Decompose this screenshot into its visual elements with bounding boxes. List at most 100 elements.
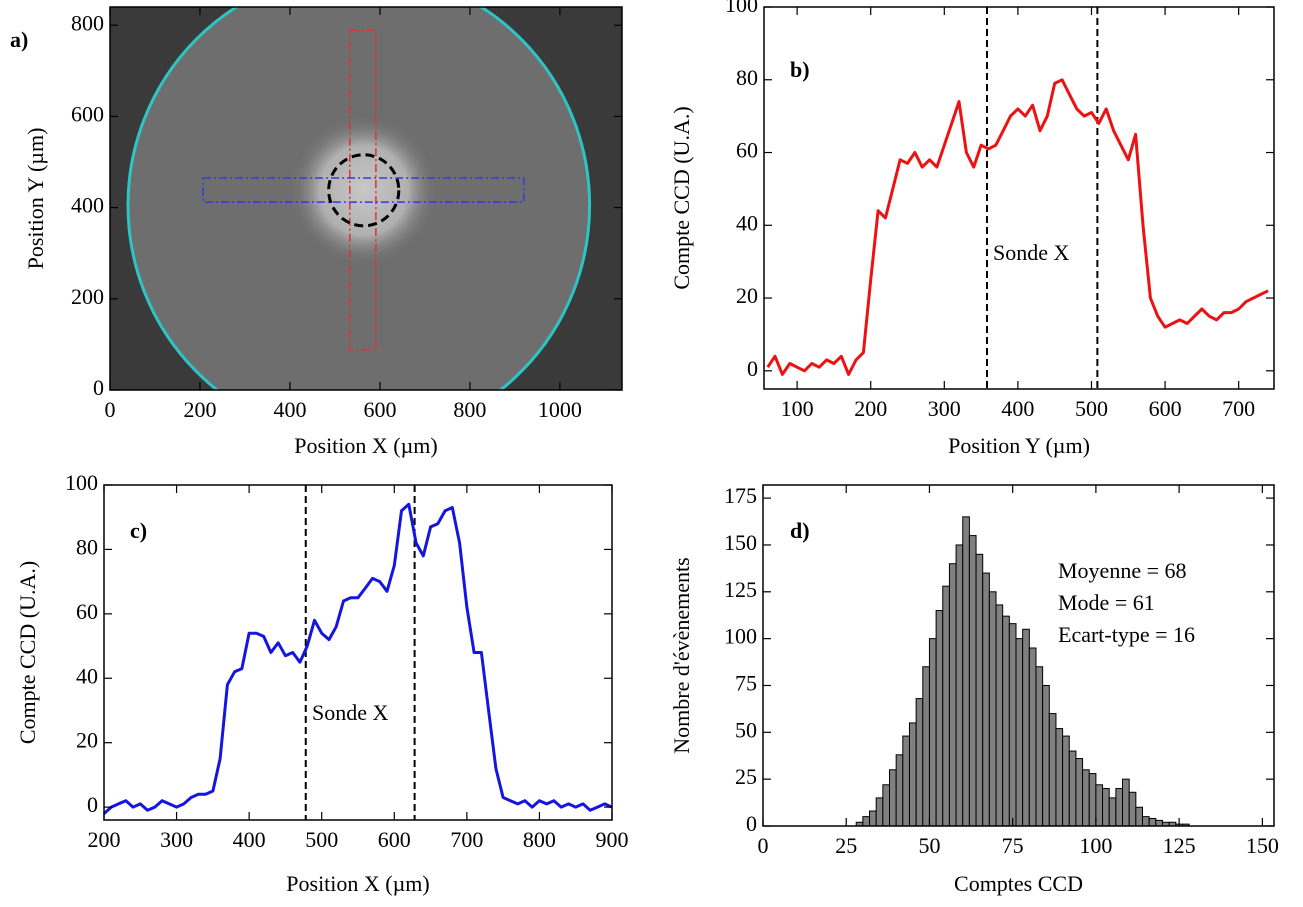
hist-bar <box>1022 628 1030 826</box>
y-tick-label: 400 <box>71 193 104 218</box>
hist-bar <box>962 516 970 826</box>
hist-bar <box>1055 728 1064 826</box>
y-tick-label: 20 <box>76 728 98 753</box>
y-tick-label: 100 <box>725 0 758 17</box>
hist-bar <box>882 784 891 826</box>
y-tick-label: 800 <box>71 10 104 35</box>
x-tick-label: 600 <box>1149 396 1182 421</box>
hist-bar <box>1142 816 1150 826</box>
hist-bar <box>955 544 964 826</box>
annotation: Moyenne = 68 <box>1058 558 1187 583</box>
hist-bar <box>1155 819 1163 826</box>
y-tick-label: 200 <box>71 284 104 309</box>
x-tick-label: 300 <box>928 396 961 421</box>
panel-label: a) <box>10 27 28 52</box>
y-tick-label: 600 <box>71 101 104 126</box>
panel-label: b) <box>790 57 810 82</box>
hist-bar <box>928 638 937 826</box>
profile-region <box>349 29 377 351</box>
profile-line <box>104 502 612 815</box>
hist-bar <box>1102 788 1110 826</box>
hist-bar <box>1035 666 1044 826</box>
y-tick-label: 100 <box>724 624 757 649</box>
y-tick-label: 40 <box>76 663 98 688</box>
y-tick-label: 40 <box>736 210 758 235</box>
y-tick-label: 60 <box>736 138 758 163</box>
hist-bar <box>1002 615 1010 826</box>
hist-bar <box>1115 788 1124 826</box>
hist-bar <box>1135 806 1144 826</box>
hist-bar <box>1028 647 1037 826</box>
hist-bar <box>975 553 984 826</box>
hist-bar <box>968 535 977 826</box>
hist-bar <box>1068 750 1077 826</box>
y-tick-label: 125 <box>724 577 757 602</box>
y-tick-label: 25 <box>735 764 757 789</box>
hist-bar <box>988 591 997 826</box>
x-tick-label: 125 <box>1163 833 1196 858</box>
profile-region <box>202 177 525 203</box>
y-axis-label: Compte CCD (U.A.) <box>669 106 694 289</box>
profile-line <box>766 78 1269 376</box>
hist-bar <box>1062 735 1070 826</box>
hist-bar <box>895 754 904 826</box>
y-tick-label: 80 <box>76 534 98 559</box>
y-tick-label: 100 <box>65 470 98 495</box>
x-tick-label: 300 <box>160 827 193 852</box>
plot-area <box>110 7 622 390</box>
hist-bar <box>1181 823 1190 826</box>
plot-area <box>855 516 1190 826</box>
hist-bar <box>862 816 871 826</box>
x-tick-label: 200 <box>183 397 216 422</box>
y-tick-label: 80 <box>736 65 758 90</box>
panel-label: d) <box>790 518 810 543</box>
panel-label: c) <box>130 518 147 543</box>
hist-bar <box>1088 773 1097 826</box>
plot-area <box>104 485 612 820</box>
x-axis-label: Position X (µm) <box>286 871 429 896</box>
x-tick-label: 200 <box>88 827 121 852</box>
hist-bar <box>935 610 944 826</box>
x-tick-label: 900 <box>596 827 629 852</box>
y-tick-label: 75 <box>735 671 757 696</box>
y-axis-label: Compte CCD (U.A.) <box>15 561 40 744</box>
y-tick-label: 0 <box>747 356 758 381</box>
annotation: Sonde X <box>993 240 1070 265</box>
hist-bar <box>1008 623 1017 826</box>
x-tick-label: 500 <box>305 827 338 852</box>
x-axis-label: Position X (µm) <box>294 433 437 458</box>
annotation: Mode = 61 <box>1058 590 1155 615</box>
plot-area <box>766 7 1269 389</box>
y-tick-label: 0 <box>746 811 757 836</box>
x-tick-label: 600 <box>363 397 396 422</box>
hist-bar <box>915 698 924 826</box>
y-tick-label: 0 <box>87 792 98 817</box>
x-tick-label: 700 <box>1222 396 1255 421</box>
x-axis-label: Comptes CCD <box>954 871 1083 896</box>
y-tick-label: 175 <box>724 483 757 508</box>
y-tick-label: 20 <box>736 283 758 308</box>
y-tick-label: 50 <box>735 717 757 742</box>
y-axis-label: Position Y (µm) <box>23 128 48 270</box>
x-tick-label: 800 <box>453 397 486 422</box>
x-tick-label: 100 <box>781 396 814 421</box>
hist-bar <box>1048 713 1057 826</box>
x-tick-label: 75 <box>1002 833 1024 858</box>
x-axis-label: Position Y (µm) <box>948 433 1090 458</box>
x-tick-label: 400 <box>233 827 266 852</box>
hist-bar <box>1075 758 1084 826</box>
x-tick-label: 800 <box>523 827 556 852</box>
bright-spot <box>290 115 438 265</box>
x-tick-label: 700 <box>450 827 483 852</box>
x-tick-label: 400 <box>273 397 306 422</box>
hist-bar <box>922 666 930 826</box>
y-tick-label: 60 <box>76 599 98 624</box>
sample-circle <box>126 7 592 390</box>
hist-bar <box>948 563 957 826</box>
x-tick-label: 200 <box>854 396 887 421</box>
hist-bar <box>869 810 877 826</box>
hist-bar <box>1095 784 1104 826</box>
frame <box>762 484 1275 827</box>
hist-bar <box>1128 791 1137 826</box>
